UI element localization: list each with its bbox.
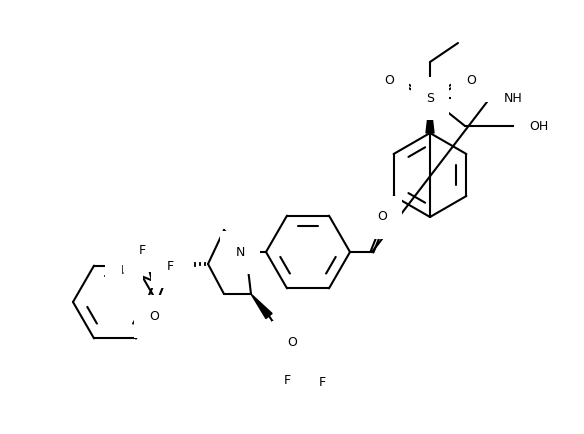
Text: F: F [166, 260, 173, 273]
Text: O: O [377, 210, 387, 224]
Text: S: S [426, 92, 434, 105]
Text: NH: NH [504, 92, 523, 105]
Text: O: O [384, 73, 394, 86]
Text: F: F [138, 244, 145, 257]
Text: O: O [167, 257, 177, 270]
Text: O: O [149, 310, 159, 323]
Text: OH: OH [529, 119, 548, 132]
Text: F: F [120, 264, 127, 277]
Text: F: F [283, 374, 291, 387]
Polygon shape [426, 98, 434, 133]
Polygon shape [251, 294, 272, 319]
Text: F: F [318, 377, 325, 389]
Text: O: O [466, 73, 476, 86]
Text: O: O [287, 335, 297, 349]
Text: N: N [235, 246, 245, 259]
